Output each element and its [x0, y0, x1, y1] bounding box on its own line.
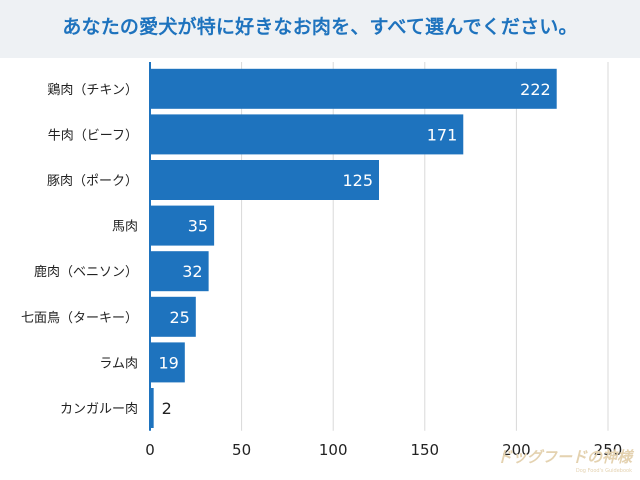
x-tick-label-50: 50: [232, 441, 251, 459]
bar-1: [150, 114, 464, 155]
category-label-0: 鶏肉（チキン）: [47, 83, 138, 98]
watermark-text: ドッグフードの神様: [496, 448, 632, 466]
value-label-5: 25: [169, 308, 189, 327]
value-label-7: 2: [162, 399, 172, 418]
chart-title: あなたの愛犬が特に好きなお肉を、すべて選んでください。: [62, 16, 578, 38]
value-label-6: 19: [158, 353, 178, 372]
category-label-3: 馬肉: [112, 220, 138, 235]
bar-4: [150, 251, 209, 292]
watermark-sub: Dog Food's Guidebook: [575, 468, 632, 474]
title-bar: あなたの愛犬が特に好きなお肉を、すべて選んでください。: [0, 0, 640, 58]
category-label-2: 豚肉（ポーク）: [47, 174, 138, 189]
bar-5: [150, 296, 196, 337]
category-label-5: 七面鳥（ターキー）: [21, 311, 138, 326]
category-label-4: 鹿肉（ベニソン）: [34, 264, 138, 280]
value-label-4: 32: [182, 262, 202, 281]
bar-0: [150, 68, 557, 109]
x-tick-label-150: 150: [410, 441, 439, 459]
category-label-6: ラム肉: [99, 356, 138, 371]
category-label-7: カンガルー肉: [60, 402, 138, 417]
x-tick-label-200: 200: [502, 441, 531, 459]
x-tick-label-250: 250: [594, 441, 623, 459]
value-label-1: 171: [427, 125, 458, 144]
category-label-1: 牛肉（ビーフ）: [48, 128, 138, 143]
bar-2: [150, 160, 379, 200]
value-label-0: 222: [520, 80, 551, 99]
bar-7: [150, 388, 154, 428]
value-label-3: 35: [188, 217, 208, 236]
watermark-logo: ドッグフードの神様 Dog Food's Guidebook: [492, 444, 632, 474]
x-tick-label-100: 100: [319, 441, 348, 459]
x-tick-label-0: 0: [145, 441, 155, 459]
bar-3: [150, 205, 215, 246]
value-label-2: 125: [342, 171, 373, 190]
bar-6: [150, 342, 185, 383]
